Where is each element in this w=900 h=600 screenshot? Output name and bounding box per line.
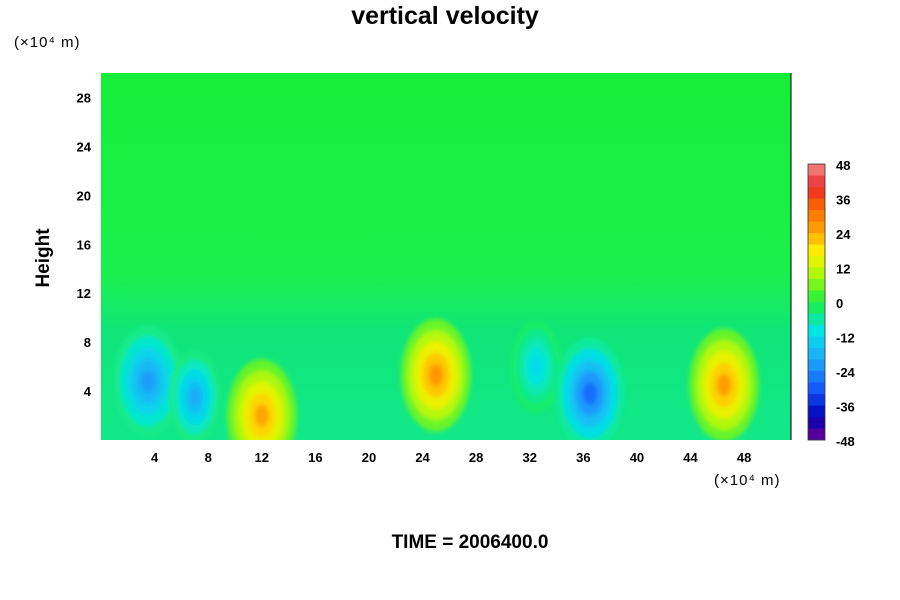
colorbar-ticks: 48 36 24 12 0 -12 -24 -36 -48 — [836, 158, 856, 449]
x-tick-label: 44 — [683, 450, 698, 465]
colorbar-segment — [808, 382, 825, 395]
velocity-feature — [510, 320, 562, 414]
chart-title: vertical velocity — [351, 2, 539, 30]
velocity-feature — [555, 337, 625, 440]
x-tick-label: 32 — [523, 450, 537, 465]
colorbar-segment — [808, 417, 825, 429]
colorbar-segment — [808, 221, 825, 234]
colorbar-segment — [808, 198, 825, 211]
colorbar-tick-label: 0 — [836, 296, 843, 311]
y-tick-label: 20 — [77, 188, 91, 203]
x-tick-label: 20 — [362, 450, 376, 465]
x-tick-label: 12 — [255, 450, 269, 465]
y-axis-unit: (×10⁴ m) — [14, 34, 81, 51]
colorbar-segment — [808, 428, 825, 441]
colorbar-tick-label: -48 — [836, 434, 855, 449]
colorbar-segment — [808, 187, 825, 199]
x-tick-label: 24 — [415, 450, 430, 465]
velocity-feature — [169, 350, 221, 440]
colorbar-segment — [808, 210, 825, 222]
colorbar-segment — [808, 325, 825, 337]
colorbar-segment — [808, 267, 825, 280]
x-tick-label: 48 — [737, 450, 751, 465]
colorbar-segment — [808, 256, 825, 268]
x-ticks: 4 8 12 16 20 24 28 32 36 40 44 48 — [151, 450, 751, 465]
colorbar-segment — [808, 348, 825, 360]
velocity-feature — [401, 318, 471, 432]
colorbar — [807, 163, 826, 441]
velocity-feature — [226, 359, 297, 440]
colorbar-segment — [808, 279, 825, 291]
y-ticks: 4 8 12 16 20 24 28 — [77, 90, 92, 399]
y-tick-label: 4 — [84, 384, 92, 399]
colorbar-segment — [808, 302, 825, 314]
colorbar-segment — [808, 164, 825, 176]
colorbar-segment — [808, 233, 825, 245]
colorbar-segment — [808, 313, 825, 326]
time-label: TIME = 2006400.0 — [391, 532, 549, 553]
colorbar-segment — [808, 290, 825, 303]
colorbar-segment — [808, 175, 825, 188]
colorbar-tick-label: -36 — [836, 400, 855, 415]
colorbar-segment — [808, 394, 825, 406]
colorbar-tick-label: 48 — [836, 158, 850, 173]
colorbar-segment — [808, 359, 825, 372]
y-tick-label: 28 — [77, 90, 91, 105]
feature-layer — [113, 318, 759, 440]
x-tick-label: 4 — [151, 450, 159, 465]
y-tick-label: 12 — [77, 286, 91, 301]
x-tick-label: 8 — [205, 450, 212, 465]
colorbar-segment — [808, 336, 825, 349]
x-tick-label: 36 — [576, 450, 590, 465]
x-tick-label: 40 — [630, 450, 644, 465]
velocity-feature — [689, 328, 759, 440]
colorbar-segment — [808, 244, 825, 257]
x-axis-unit: (×10⁴ m) — [714, 472, 781, 489]
colorbar-tick-label: 12 — [836, 262, 850, 277]
x-tick-label: 28 — [469, 450, 483, 465]
colorbar-tick-label: -24 — [836, 365, 856, 380]
colorbar-tick-label: -12 — [836, 331, 855, 346]
y-tick-label: 8 — [84, 335, 91, 350]
colorbar-tick-label: 36 — [836, 193, 850, 208]
colorbar-segment — [808, 405, 825, 418]
y-tick-label: 24 — [77, 139, 92, 154]
x-tick-label: 16 — [308, 450, 322, 465]
colorbar-tick-label: 24 — [836, 227, 851, 242]
y-tick-label: 16 — [77, 237, 91, 252]
velocity-feature — [113, 324, 183, 438]
colorbar-segment — [808, 371, 825, 383]
